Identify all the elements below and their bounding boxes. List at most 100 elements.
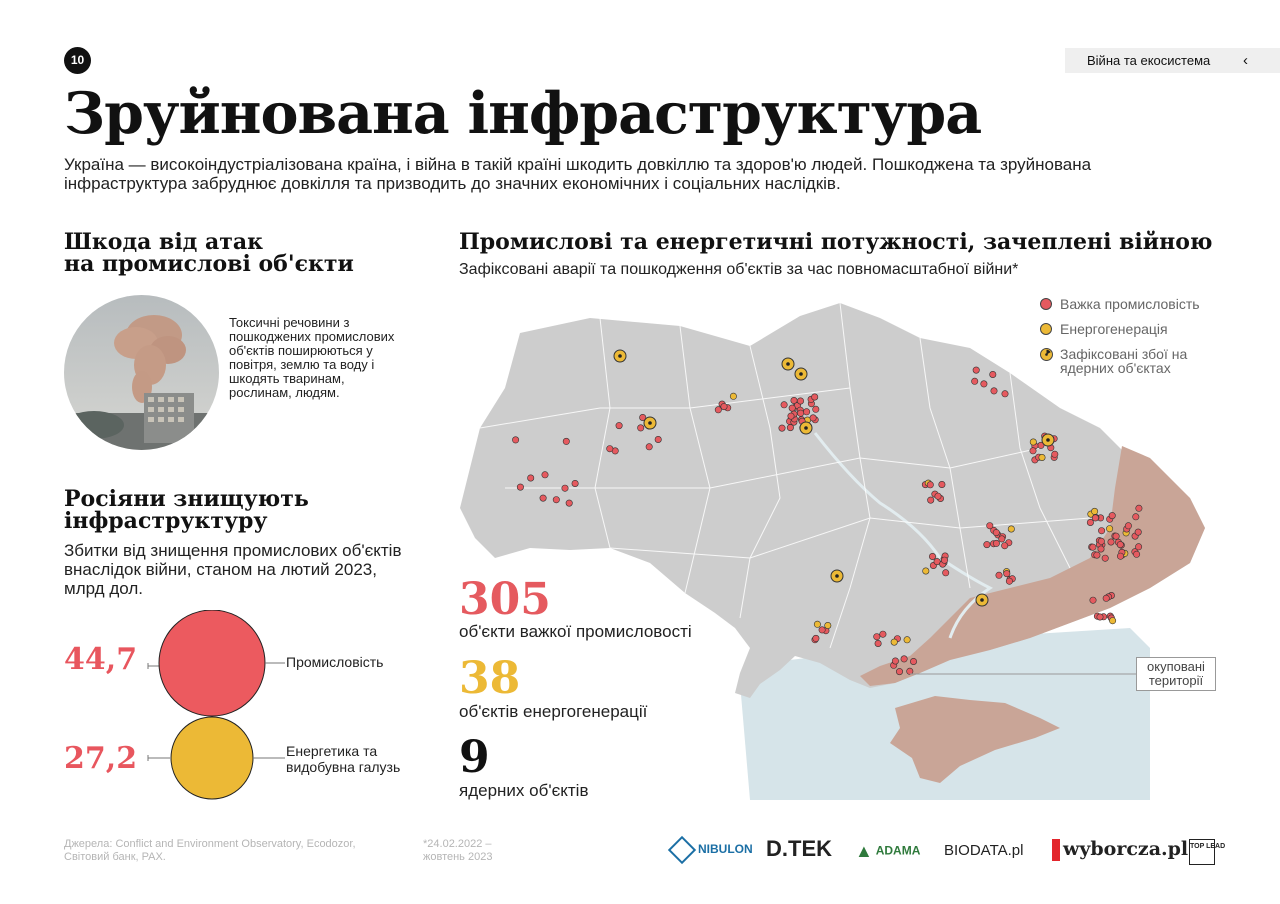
map-marker bbox=[938, 481, 946, 489]
map-marker bbox=[928, 552, 936, 560]
map-marker bbox=[637, 424, 645, 432]
wyborcza-text: wyborcza.pl bbox=[1063, 838, 1189, 860]
map-marker bbox=[1124, 522, 1132, 530]
industrial-damage-heading: Шкода від атак на промислові об'єкти bbox=[64, 231, 354, 275]
map-marker bbox=[983, 541, 991, 549]
map-marker bbox=[571, 480, 579, 488]
map-marker bbox=[1135, 504, 1143, 512]
map-marker bbox=[926, 481, 934, 489]
map-marker bbox=[927, 496, 935, 504]
map-marker bbox=[787, 412, 795, 420]
map-marker bbox=[990, 387, 998, 395]
map-marker bbox=[992, 539, 1000, 547]
map-marker bbox=[1091, 514, 1099, 522]
map-marker bbox=[813, 620, 821, 628]
crimea bbox=[890, 696, 1060, 783]
map-marker bbox=[565, 499, 573, 507]
map-marker bbox=[539, 494, 547, 502]
map-marker bbox=[1029, 447, 1037, 455]
nuclear-marker-core bbox=[618, 354, 622, 358]
map-marker bbox=[780, 401, 788, 409]
industry-count: 305 bbox=[459, 574, 551, 625]
energy-damage-value: 27,2 bbox=[64, 741, 138, 776]
map-marker bbox=[942, 569, 950, 577]
toplead-logo: TOP LEAD bbox=[1189, 839, 1225, 865]
map-marker bbox=[874, 639, 882, 647]
breadcrumb-label: Війна та екосистема bbox=[1087, 53, 1211, 68]
map-marker bbox=[645, 443, 653, 451]
map-marker bbox=[552, 496, 560, 504]
map-marker bbox=[989, 371, 997, 379]
map-marker bbox=[812, 634, 820, 642]
map-marker bbox=[891, 657, 899, 665]
map-marker bbox=[1116, 552, 1124, 560]
map-marker bbox=[720, 403, 728, 411]
map-marker bbox=[1089, 596, 1097, 604]
explosion-photo bbox=[64, 295, 219, 450]
occupied-callout-line bbox=[910, 673, 1136, 675]
map-marker bbox=[971, 377, 979, 385]
energy-count-label: об'єктів енергогенерації bbox=[459, 702, 648, 721]
adama-logo: ▲ ADAMA bbox=[855, 841, 921, 861]
breadcrumb-section[interactable]: Війна та екосистема ‹ bbox=[1065, 48, 1280, 73]
nibulon-text: NIBULON bbox=[698, 842, 753, 857]
map-marker bbox=[1133, 550, 1141, 558]
nuclear-count-label: ядерних об'єктів bbox=[459, 781, 589, 800]
map-marker bbox=[906, 667, 914, 675]
heading-line: інфраструктуру bbox=[64, 508, 268, 534]
map-marker bbox=[812, 405, 820, 413]
chevron-left-icon[interactable]: ‹ bbox=[1243, 52, 1248, 69]
map-marker bbox=[1093, 551, 1101, 559]
map-marker bbox=[615, 422, 623, 430]
map-marker bbox=[818, 626, 826, 634]
nuclear-marker-core bbox=[648, 421, 652, 425]
map-marker bbox=[1107, 538, 1115, 546]
legend-label: Зафіксовані збої на ядерних об'єктах bbox=[1060, 346, 1188, 376]
heading-line: Росіяни знищують bbox=[64, 486, 309, 512]
map-marker bbox=[1089, 543, 1097, 551]
map-marker bbox=[1098, 527, 1106, 535]
map-marker bbox=[1134, 528, 1142, 536]
map-marker bbox=[654, 436, 662, 444]
nuclear-marker-core bbox=[980, 598, 984, 602]
map-marker bbox=[1132, 513, 1140, 521]
map-subtitle: Зафіксовані аварії та пошкодження об'єкт… bbox=[459, 261, 1019, 278]
nuclear-marker-core bbox=[786, 362, 790, 366]
map-marker bbox=[890, 638, 898, 646]
russians-destroy-heading: Росіяни знищують інфраструктуру bbox=[64, 488, 309, 532]
page-number: 10 bbox=[64, 47, 91, 74]
map-marker bbox=[512, 436, 520, 444]
industry-damage-label: Промисловість bbox=[286, 654, 384, 670]
map-marker bbox=[934, 492, 942, 500]
map-marker bbox=[541, 471, 549, 479]
energy-dot-icon bbox=[1040, 323, 1052, 335]
occupied-territories bbox=[860, 446, 1205, 686]
wyborcza-logo: wyborcza.pl bbox=[1052, 838, 1188, 861]
page-title: Зруйнована інфраструктура bbox=[64, 80, 982, 147]
industry-count-label: об'єкти важкої промисловості bbox=[459, 622, 692, 641]
nuclear-count: 9 bbox=[459, 732, 490, 783]
map-marker bbox=[1001, 390, 1009, 398]
map-marker bbox=[1109, 617, 1117, 625]
map-marker bbox=[639, 414, 647, 422]
map-marker bbox=[922, 567, 930, 575]
map-marker bbox=[1135, 543, 1143, 551]
industry-dot-icon bbox=[1040, 298, 1052, 310]
map-markers bbox=[512, 366, 1143, 676]
map-marker bbox=[1112, 532, 1120, 540]
energy-count: 38 bbox=[459, 653, 521, 704]
map-marker bbox=[809, 414, 817, 422]
map-marker bbox=[824, 621, 832, 629]
nuclear-marker-core bbox=[799, 372, 803, 376]
biodata-logo: BIODATA.pl bbox=[944, 842, 1024, 859]
map-marker bbox=[1051, 450, 1059, 458]
nuclear-marker-core bbox=[835, 574, 839, 578]
map-marker bbox=[873, 633, 881, 641]
damage-subtitle: Збитки від знищення промислових об'єктів… bbox=[64, 541, 402, 598]
map-marker bbox=[940, 556, 948, 564]
heading-line: на промислові об'єкти bbox=[64, 251, 354, 277]
heading-line: Шкода від атак bbox=[64, 229, 264, 255]
map-marker bbox=[895, 668, 903, 676]
map-marker bbox=[561, 484, 569, 492]
energy-damage-circle bbox=[170, 716, 254, 800]
